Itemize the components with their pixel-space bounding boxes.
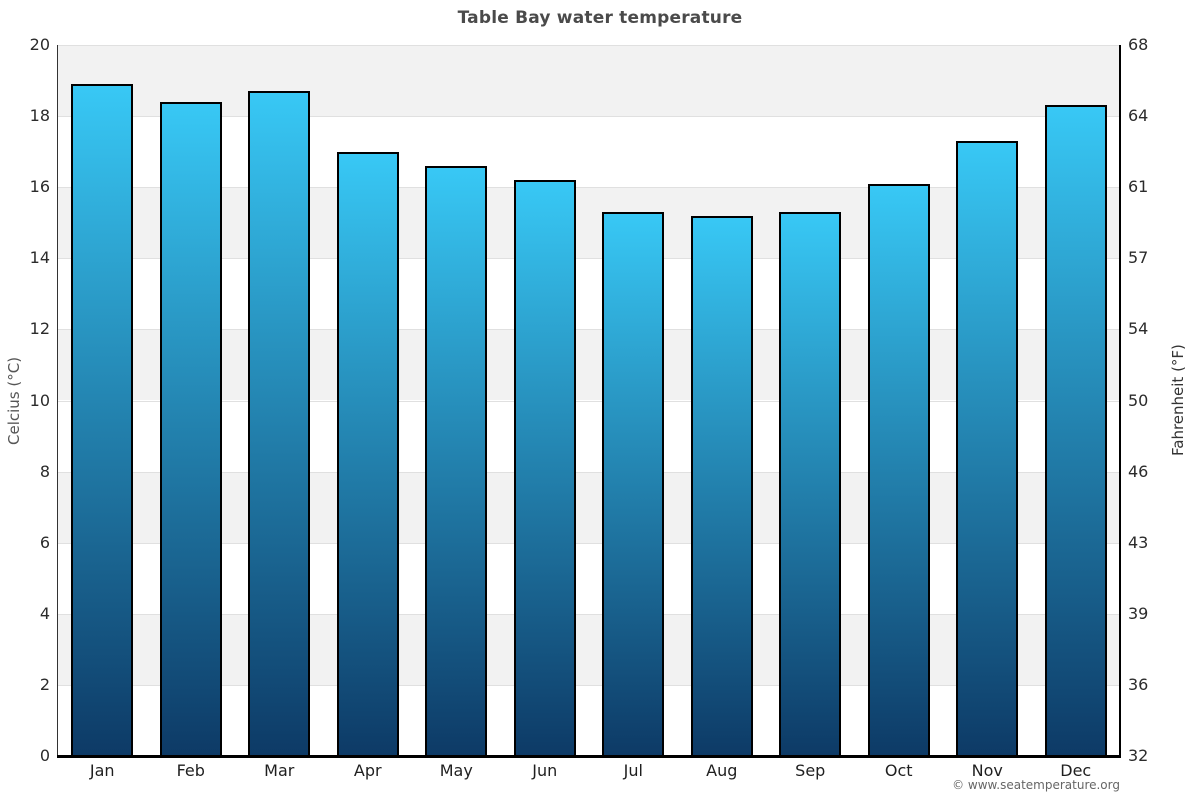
x-tick-jun: Jun	[532, 761, 558, 780]
gridline-10	[58, 400, 1120, 402]
x-tick-dec: Dec	[1060, 761, 1092, 780]
bar-may[interactable]	[425, 165, 488, 756]
background-band	[58, 329, 1120, 401]
y-tick-left-20: 20	[29, 35, 50, 54]
bar-nov[interactable]	[956, 140, 1019, 756]
x-tick-sep: Sep	[795, 761, 826, 780]
gridline-14	[58, 258, 1120, 260]
gridline-8	[58, 471, 1120, 473]
y-tick-right-57: 57	[1128, 248, 1149, 268]
y-tick-right-54: 54	[1128, 319, 1149, 339]
copyright-note: © www.seatemperature.org	[952, 778, 1120, 792]
y-tick-left-8: 8	[39, 461, 50, 481]
bar-mar[interactable]	[248, 91, 311, 756]
bar-jan[interactable]	[71, 84, 134, 756]
gridline-18	[58, 116, 1120, 118]
x-tick-feb: Feb	[176, 761, 205, 780]
x-tick-nov: Nov	[971, 761, 1003, 780]
y-tick-right-50: 50	[1128, 390, 1149, 410]
y-axis-left-line	[57, 45, 58, 758]
background-band	[58, 613, 1120, 685]
bar-apr[interactable]	[336, 151, 399, 756]
y-tick-right-32: 32	[1128, 746, 1149, 765]
plot-area	[58, 45, 1120, 756]
x-tick-oct: Oct	[884, 761, 913, 780]
y-tick-left-18: 18	[29, 106, 50, 126]
gridline-16	[58, 187, 1120, 189]
bar-jun[interactable]	[513, 180, 576, 756]
gridline-20	[58, 45, 1120, 46]
bar-dec[interactable]	[1044, 105, 1107, 756]
y-tick-right-68: 68	[1128, 35, 1149, 54]
bar-oct[interactable]	[867, 183, 930, 756]
y-tick-right-61: 61	[1128, 177, 1149, 197]
x-tick-mar: Mar	[264, 761, 295, 780]
y-tick-left-14: 14	[29, 248, 50, 268]
chart-title: Table Bay water temperature	[457, 8, 743, 28]
y-tick-left-0: 0	[39, 746, 50, 765]
y-tick-right-36: 36	[1128, 674, 1149, 694]
bar-sep[interactable]	[779, 212, 842, 756]
y-tick-right-43: 43	[1128, 532, 1149, 552]
y-tick-left-16: 16	[29, 177, 50, 197]
y-tick-left-10: 10	[29, 390, 50, 410]
x-axis-line	[57, 755, 1121, 758]
x-tick-may: May	[439, 761, 473, 780]
x-tick-apr: Apr	[353, 761, 382, 780]
y-tick-left-6: 6	[39, 532, 50, 552]
background-band	[58, 187, 1120, 259]
gridline-12	[58, 329, 1120, 331]
gridline-4	[58, 613, 1120, 615]
y-axis-right-line	[1119, 45, 1121, 758]
y-tick-right-46: 46	[1128, 461, 1149, 481]
y-tick-left-4: 4	[39, 603, 50, 623]
gridline-2	[58, 684, 1120, 686]
bar-aug[interactable]	[690, 215, 753, 756]
background-band	[58, 471, 1120, 543]
y-tick-right-64: 64	[1128, 106, 1149, 126]
x-tick-aug: Aug	[706, 761, 738, 780]
background-band	[58, 45, 1120, 117]
gridline-6	[58, 542, 1120, 544]
x-tick-jul: Jul	[623, 761, 643, 780]
bar-jul[interactable]	[602, 212, 665, 756]
y-tick-left-2: 2	[39, 674, 50, 694]
x-tick-jan: Jan	[89, 761, 115, 780]
y-tick-left-12: 12	[29, 319, 50, 339]
y-tick-right-39: 39	[1128, 603, 1149, 623]
bar-feb[interactable]	[159, 101, 222, 756]
